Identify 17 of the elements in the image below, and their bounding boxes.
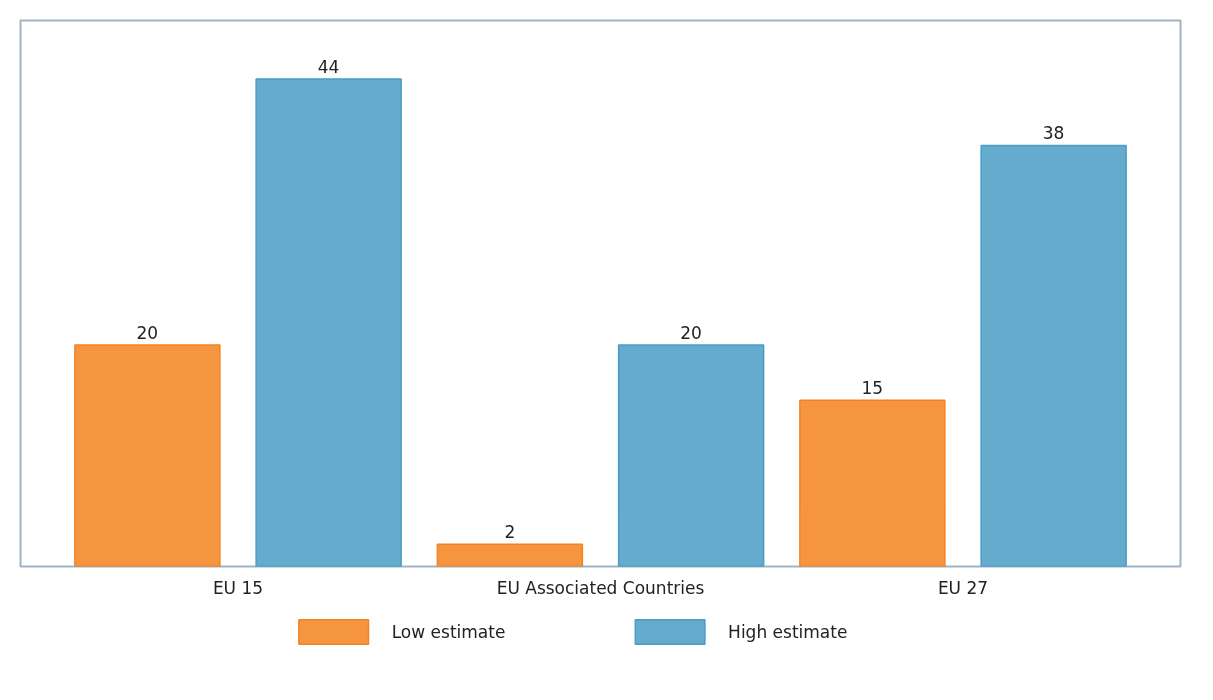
data-label: 15 bbox=[861, 378, 884, 399]
data-label: 2 bbox=[504, 522, 516, 543]
legend-label: Low estimate bbox=[391, 622, 506, 642]
data-label: 20 bbox=[136, 322, 159, 343]
data-label: 44 bbox=[317, 57, 340, 77]
bar bbox=[436, 543, 584, 567]
bar bbox=[980, 144, 1127, 567]
bar bbox=[74, 344, 221, 567]
x-tick-label: EU 15 bbox=[212, 577, 264, 598]
data-label: 38 bbox=[1042, 123, 1065, 144]
bar bbox=[255, 78, 402, 567]
data-label: 20 bbox=[680, 322, 702, 343]
x-tick-label: EU Associated Countries bbox=[496, 577, 705, 598]
bar bbox=[799, 399, 946, 567]
bar bbox=[617, 344, 765, 567]
x-tick-label: EU 27 bbox=[937, 577, 989, 598]
legend-label: High estimate bbox=[728, 622, 848, 642]
